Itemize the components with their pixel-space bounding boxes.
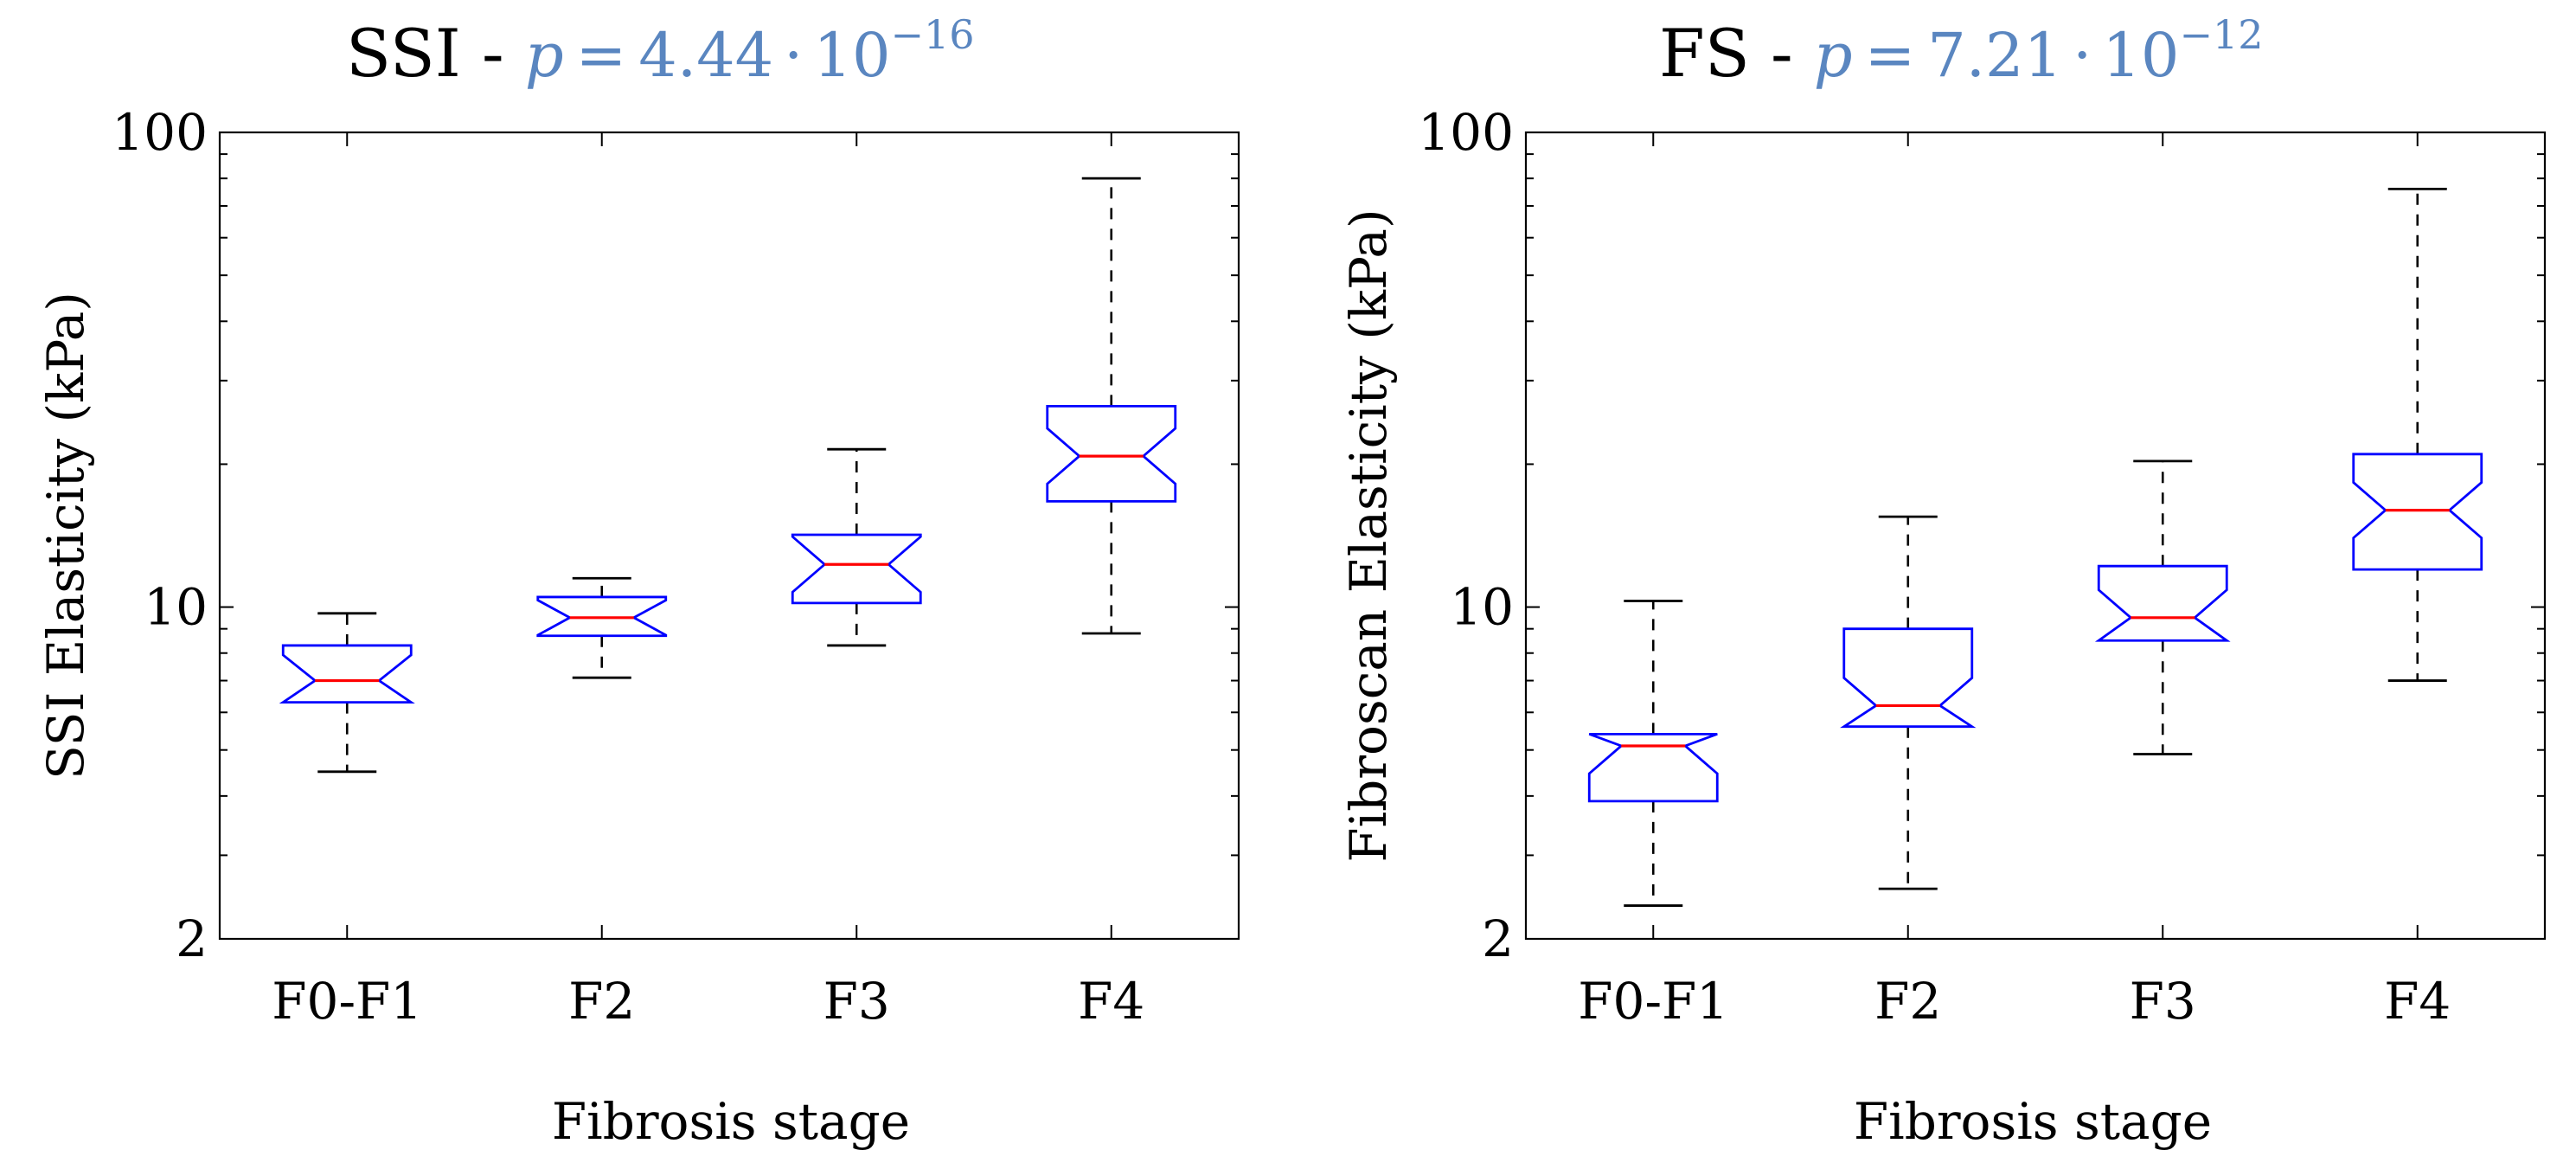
ssi-y-axis-label: SSI Elasticity (kPa) <box>36 292 95 780</box>
fs-x-tick-label: F4 <box>2384 972 2451 1031</box>
fs-boxes <box>1587 187 2483 907</box>
fs-x-axis-label: Fibrosis stage <box>1854 1092 2212 1150</box>
fs-y-tick-label: 10 <box>1450 578 1514 637</box>
ssi-p-value: p = 4.44 · 10−16 <box>525 11 975 91</box>
fs-box-f2 <box>1840 515 1977 890</box>
ssi-axis-ticks <box>220 132 1239 940</box>
fs-box-f0-f1 <box>1587 600 1719 907</box>
fs-x-tick-label: F3 <box>2130 972 2196 1031</box>
fs-x-tick-label: F0-F1 <box>1578 972 1728 1031</box>
ssi-boxes <box>279 177 1177 774</box>
fs-p-value: p = 7.21 · 10−12 <box>1814 11 2264 91</box>
fs-x-tick-labels: F0-F1 F2 F3 F4 <box>1578 972 2451 1031</box>
fs-y-tick-label: 2 <box>1482 909 1514 968</box>
ssi-box-f4 <box>1046 177 1177 635</box>
ssi-x-tick-label: F2 <box>568 972 635 1031</box>
notched-box <box>791 533 922 605</box>
fs-box-f3 <box>2094 459 2231 755</box>
ssi-y-tick-label: 10 <box>144 578 208 637</box>
ssi-chart-title: SSI - p = 4.44 · 10−16 <box>346 11 975 92</box>
notched-box <box>1587 732 1719 803</box>
notched-box <box>279 644 415 704</box>
ssi-x-tick-label: F3 <box>823 972 890 1031</box>
fs-panel: FS - p = 7.21 · 10−12 2 10 100 F0-F1 F2 F3 F4 Fib… <box>1339 11 2547 1150</box>
notched-box <box>1840 627 1977 729</box>
notched-box <box>2352 453 2483 571</box>
fs-plot-frame <box>1524 131 2547 941</box>
fs-chart-title: FS - p = 7.21 · 10−12 <box>1659 11 2264 92</box>
ssi-box-f2 <box>536 576 668 679</box>
fs-x-tick-label: F2 <box>1874 972 1941 1031</box>
ssi-y-tick-label: 2 <box>176 909 208 968</box>
ssi-x-axis-label: Fibrosis stage <box>552 1092 910 1150</box>
notched-box <box>536 595 668 638</box>
fs-axis-ticks <box>1526 132 2545 940</box>
ssi-x-tick-label: F0-F1 <box>272 972 422 1031</box>
ssi-y-tick-labels: 2 10 100 <box>112 103 208 968</box>
fs-box-f4 <box>2352 187 2483 682</box>
notched-box <box>2094 564 2231 642</box>
notched-box <box>1046 404 1177 503</box>
ssi-box-f3 <box>791 447 922 647</box>
ssi-x-tick-label: F4 <box>1078 972 1144 1031</box>
ssi-y-tick-label: 100 <box>112 103 208 162</box>
fs-y-tick-label: 100 <box>1418 103 1514 162</box>
ssi-x-tick-labels: F0-F1 F2 F3 F4 <box>272 972 1144 1031</box>
ssi-plot-frame <box>218 131 1240 941</box>
ssi-box-f0-f1 <box>279 612 415 774</box>
fs-y-axis-label: Fibroscan Elasticity (kPa) <box>1339 209 1398 862</box>
ssi-panel: SSI - p = 4.44 · 10−16 2 10 100 F0-F1 F2 F3 F4 SS… <box>36 11 1240 1150</box>
fs-y-tick-labels: 2 10 100 <box>1418 103 1514 968</box>
